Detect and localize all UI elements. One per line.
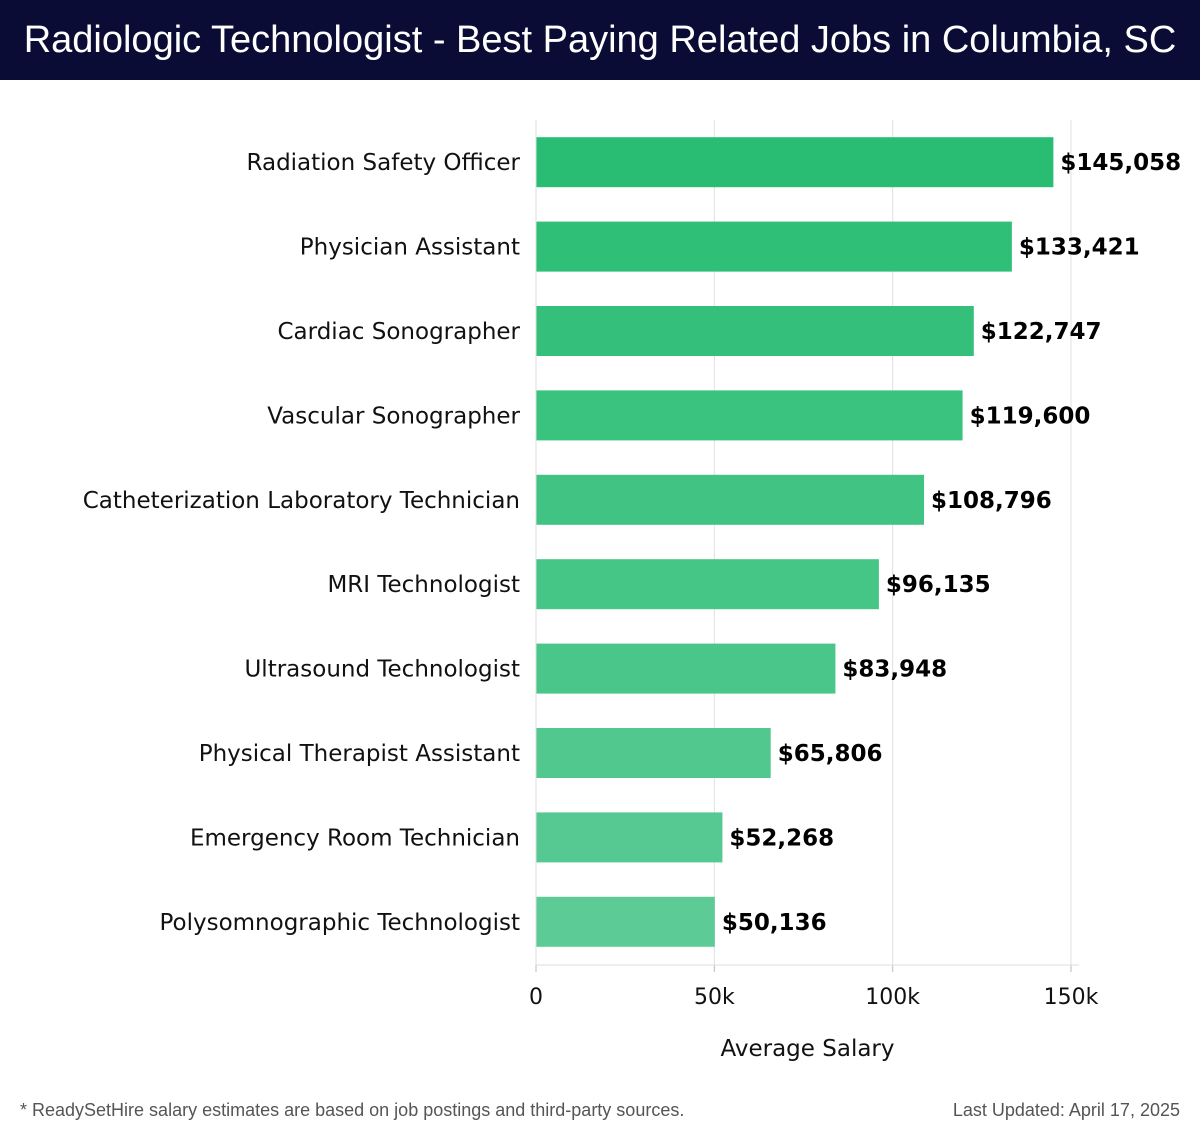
x-tick-label: 150k — [1044, 985, 1099, 1010]
bar — [536, 474, 925, 525]
value-label: $145,058 — [1060, 150, 1181, 176]
category-labels: Radiation Safety Officer Physician Assist… — [83, 150, 521, 936]
value-label: $133,421 — [1019, 235, 1140, 261]
value-label: $96,135 — [886, 572, 991, 598]
category-label: Physician Assistant — [300, 235, 520, 261]
x-axis-title: Average Salary — [720, 1036, 894, 1062]
value-label: $119,600 — [970, 403, 1091, 429]
bar — [536, 728, 771, 778]
bar — [536, 896, 715, 947]
category-label: Radiation Safety Officer — [247, 150, 521, 176]
bar — [536, 221, 1012, 272]
value-label: $50,136 — [722, 910, 827, 936]
value-label: $108,796 — [931, 488, 1052, 514]
bar — [536, 137, 1054, 188]
bar — [536, 643, 836, 694]
category-label: MRI Technologist — [327, 572, 520, 598]
value-labels: $145,058 $133,421 $122,747 $119,600 $108,796… — [722, 150, 1181, 936]
bar — [536, 390, 963, 441]
category-label: Vascular Sonographer — [267, 403, 520, 429]
value-label: $65,806 — [778, 741, 883, 767]
salary-bar-chart: Radiation Safety Officer Physician Assist… — [83, 120, 1181, 1062]
x-tick-label: 0 — [529, 985, 543, 1010]
x-tick-label: 50k — [694, 985, 735, 1010]
value-label: $52,268 — [729, 825, 834, 851]
x-tick-label: 100k — [865, 985, 920, 1010]
category-label: Physical Therapist Assistant — [199, 741, 520, 767]
bars — [536, 137, 1054, 947]
last-updated: Last Updated: April 17, 2025 — [952, 1100, 1180, 1120]
category-label: Catheterization Laboratory Technician — [83, 488, 520, 514]
category-label: Emergency Room Technician — [190, 825, 520, 851]
category-label: Cardiac Sonographer — [278, 319, 521, 345]
x-axis: 0 50k 100k 150k — [529, 120, 1099, 1010]
bar — [536, 559, 879, 610]
value-label: $83,948 — [842, 657, 947, 683]
bar — [536, 306, 974, 356]
value-label: $122,747 — [981, 319, 1102, 345]
footnote: * ReadySetHire salary estimates are base… — [20, 1100, 685, 1120]
chart-title: Radiologic Technologist - Best Paying Re… — [23, 18, 1177, 61]
chart-title-bar: Radiologic Technologist - Best Paying Re… — [0, 0, 1200, 80]
category-label: Ultrasound Technologist — [244, 657, 520, 683]
bar — [536, 812, 723, 863]
category-label: Polysomnographic Technologist — [159, 910, 520, 936]
